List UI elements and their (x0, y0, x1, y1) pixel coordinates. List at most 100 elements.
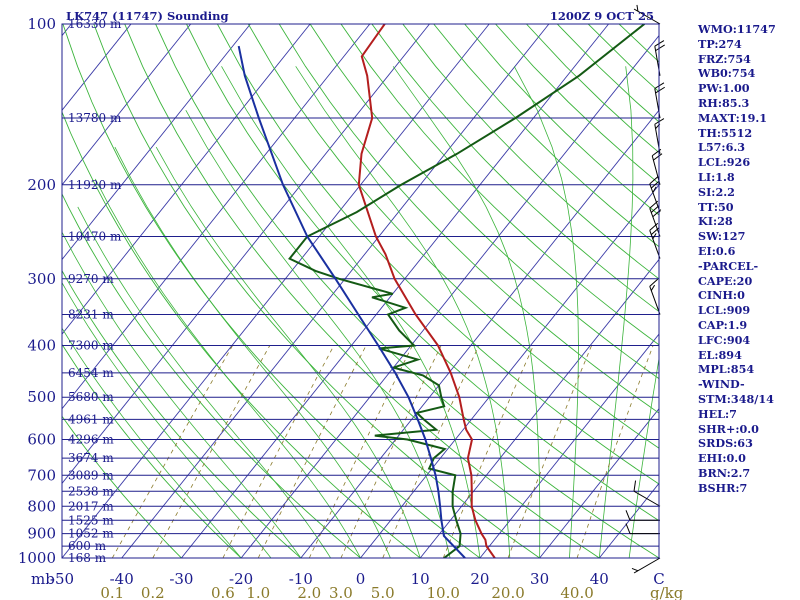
wind-barb-feather (655, 86, 665, 94)
temperature-tick: -40 (110, 570, 134, 588)
dewpoint-profile-line (288, 24, 646, 558)
mixing-ratio-unit: g/kg (650, 584, 684, 600)
index-item: LCL:909 (698, 303, 751, 318)
index-item: CINH:0 (698, 288, 745, 303)
moist-adiabat-line (62, 231, 302, 558)
wind-barb (633, 4, 661, 25)
isotherm-line (121, 24, 550, 558)
moist-adiabat-line (628, 356, 659, 558)
isotherm-line (300, 109, 659, 558)
moist-adiabat-line (221, 66, 481, 558)
wind-barb-feather (655, 44, 665, 52)
index-item: SHR+:0.0 (698, 421, 759, 436)
index-item: BSHR:7 (698, 480, 748, 495)
index-item: LI:1.8 (698, 169, 735, 184)
moist-adiabat-line (295, 66, 511, 558)
valid-time: 1200Z 9 OCT 25 (550, 9, 654, 23)
temperature-tick: 20 (470, 570, 489, 588)
index-item: L57:6.3 (698, 140, 746, 155)
isotherm-line (62, 24, 311, 335)
temperature-profile-line (357, 24, 496, 558)
mixing-ratio-line (222, 345, 335, 558)
isotherm-line (62, 24, 430, 485)
height-label: 6454 m (68, 366, 114, 380)
pressure-tick: 400 (27, 337, 56, 355)
wind-barb (633, 480, 661, 507)
isotherm-line (181, 24, 609, 558)
index-item: RH:85.3 (698, 95, 750, 110)
index-item: -WIND- (698, 377, 745, 392)
height-label: 2017 m (68, 499, 114, 513)
pressure-tick: 200 (27, 176, 56, 194)
pressure-tick: 300 (27, 270, 56, 288)
height-label: 11920 m (68, 178, 122, 192)
station-title: LK747 (11747) Sounding (66, 9, 229, 23)
wind-barb-staff (649, 286, 661, 315)
mixing-ratio-line (576, 345, 654, 558)
isotherm-line (479, 333, 659, 558)
index-item: EL:894 (698, 347, 742, 362)
wind-barb-staff (633, 490, 661, 507)
wind-barb-feather (631, 567, 639, 572)
index-item: SRDS:63 (698, 436, 753, 451)
index-item: WMO:11747 (698, 22, 776, 36)
temperature-tick: -10 (289, 570, 313, 588)
isotherm-line (62, 24, 371, 410)
wind-barb (649, 278, 661, 315)
index-item: CAPE:20 (698, 273, 753, 288)
moist-adiabat-line (114, 146, 391, 558)
plot-frame (61, 23, 660, 559)
index-item: SW:127 (698, 229, 746, 244)
moist-adiabat-line (513, 66, 579, 558)
isotherm-line (62, 24, 192, 186)
dry-adiabat-line (217, 24, 659, 485)
temperature-tick: -20 (229, 570, 253, 588)
moist-adiabat-line (94, 178, 361, 558)
height-label: 7300 m (68, 339, 114, 353)
height-label: 10470 m (68, 229, 122, 243)
height-label: 16330 m (68, 17, 122, 31)
wind-barb (631, 557, 661, 574)
wind-barb-feather (652, 233, 657, 240)
mixing-ratio-label: 10.0 (427, 584, 460, 600)
wind-barb (649, 222, 661, 259)
height-label: 4296 m (68, 433, 114, 447)
height-label: 1052 m (68, 527, 114, 541)
index-item: EI:0.6 (698, 243, 736, 258)
background-lines (62, 24, 659, 558)
wind-barb-staff (649, 230, 661, 259)
temperature-tick: -30 (169, 570, 193, 588)
wind-barb-feather (649, 222, 659, 231)
index-item: MPL:854 (698, 362, 755, 377)
temperature-tick: C (653, 570, 664, 588)
dry-adiabat-line (124, 24, 600, 558)
height-label: 600 m (68, 539, 107, 553)
index-item: PW:1.00 (698, 81, 750, 96)
wind-barb-feather (650, 180, 660, 189)
mixing-ratio-label: 20.0 (491, 584, 524, 600)
isotherm-line (240, 34, 659, 558)
wind-barb-feather (633, 480, 637, 492)
wind-barb (654, 40, 665, 76)
index-item: FRZ:754 (698, 51, 751, 66)
mixing-ratio-label: 2.0 (297, 584, 321, 600)
height-label: 13780 m (68, 111, 122, 125)
index-item: CAP:1.9 (698, 317, 748, 332)
pressure-tick: 900 (27, 525, 56, 543)
index-item: MAXT:19.1 (698, 110, 768, 125)
isotherm-line (539, 408, 659, 558)
height-label: 4961 m (68, 412, 114, 426)
mixing-ratio-line (507, 345, 592, 558)
index-item: WB0:754 (698, 66, 756, 81)
mixing-ratio-label: 5.0 (371, 584, 395, 600)
height-label: 5680 m (68, 390, 114, 404)
isotherm-line (62, 24, 251, 261)
moist-adiabat-line (77, 206, 331, 558)
moist-adiabat-line (392, 66, 541, 558)
index-item: BRN:2.7 (698, 465, 751, 480)
index-item: TP:274 (698, 36, 742, 51)
index-item: LCL:926 (698, 155, 751, 170)
temperature-tick: 0 (356, 570, 366, 588)
pressure-tick: 1000 (18, 549, 56, 567)
mixing-ratio-label: 3.0 (329, 584, 353, 600)
